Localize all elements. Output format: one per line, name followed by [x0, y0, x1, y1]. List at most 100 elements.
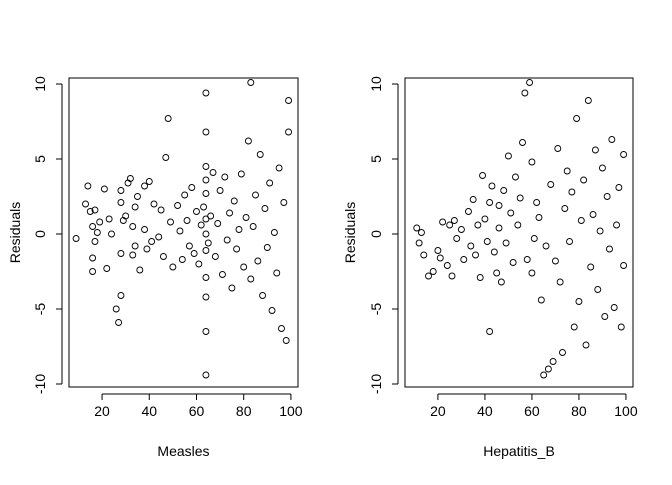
data-point — [507, 209, 515, 217]
data-point — [509, 259, 517, 266]
data-point — [575, 298, 583, 305]
y-tick-label: -5 — [32, 303, 48, 316]
data-point — [453, 235, 461, 242]
data-point — [270, 229, 278, 236]
data-point — [174, 202, 182, 209]
data-point — [446, 221, 454, 229]
data-point — [209, 169, 217, 176]
data-point — [554, 145, 562, 152]
data-point — [221, 173, 229, 181]
data-point — [587, 263, 595, 271]
data-point — [589, 211, 597, 218]
x-tick-label: 60 — [524, 403, 540, 419]
data-point — [216, 187, 224, 194]
data-point — [254, 257, 262, 265]
y-tick-label: -10 — [368, 374, 384, 394]
data-point — [204, 239, 212, 247]
data-point — [573, 115, 581, 122]
data-point — [183, 217, 191, 224]
data-point — [495, 202, 503, 209]
data-point — [476, 274, 484, 281]
data-point — [115, 319, 123, 326]
data-point — [202, 274, 210, 281]
data-point — [162, 154, 170, 161]
y-tick-label: 5 — [368, 155, 384, 163]
data-point — [89, 254, 97, 262]
data-point — [202, 371, 210, 379]
data-point — [519, 139, 526, 146]
data-point — [620, 151, 628, 158]
data-point — [235, 226, 243, 233]
x-tick-label: 80 — [571, 403, 587, 419]
data-point — [486, 199, 494, 206]
data-point — [202, 293, 210, 301]
data-point — [617, 323, 625, 331]
data-point — [129, 223, 137, 230]
data-point — [93, 229, 101, 236]
data-point — [181, 191, 189, 199]
data-point — [566, 238, 573, 245]
data-point — [285, 97, 293, 104]
data-point — [145, 178, 153, 185]
data-point — [504, 152, 512, 160]
data-point — [134, 193, 141, 200]
y-tick-label: 0 — [32, 230, 48, 238]
data-point — [211, 253, 219, 260]
data-point — [535, 214, 543, 221]
data-point — [436, 254, 444, 262]
data-point — [237, 170, 245, 178]
x-axis-title: Measles — [157, 443, 209, 459]
data-point — [594, 286, 602, 293]
data-point — [598, 164, 606, 172]
y-tick-label: 10 — [368, 76, 384, 92]
data-point — [584, 97, 592, 104]
data-point — [610, 304, 618, 311]
data-point — [96, 218, 104, 226]
data-point — [86, 208, 94, 215]
y-tick-label: 5 — [32, 155, 48, 163]
data-point — [256, 151, 264, 158]
data-point — [131, 203, 139, 211]
data-point — [157, 206, 165, 214]
data-point — [91, 238, 99, 245]
data-point — [526, 79, 534, 86]
data-point — [556, 278, 564, 286]
data-point — [425, 272, 432, 280]
data-point — [141, 182, 148, 190]
data-point — [117, 199, 125, 206]
data-point — [268, 307, 276, 314]
data-point — [202, 328, 210, 335]
data-point — [488, 182, 496, 190]
data-point — [202, 89, 210, 97]
data-point — [247, 79, 255, 86]
data-point — [202, 128, 210, 136]
data-point — [542, 242, 550, 250]
data-point — [207, 212, 215, 220]
data-point — [512, 173, 519, 181]
data-point — [415, 239, 423, 247]
data-point — [233, 245, 241, 253]
data-point — [434, 247, 442, 254]
data-point — [606, 245, 613, 253]
data-point — [117, 187, 125, 194]
data-point — [103, 265, 111, 272]
data-point — [159, 253, 167, 260]
data-point — [240, 263, 248, 271]
data-point — [608, 136, 616, 143]
data-point — [469, 196, 477, 203]
data-point — [266, 179, 274, 187]
data-point — [596, 227, 604, 235]
data-point — [528, 269, 536, 277]
data-point — [185, 242, 193, 250]
data-point — [479, 172, 487, 179]
data-point — [474, 221, 482, 229]
data-point — [472, 251, 479, 259]
data-point — [108, 230, 115, 238]
data-point — [223, 236, 231, 244]
data-point — [91, 206, 99, 214]
data-point — [278, 325, 285, 332]
data-point — [244, 137, 252, 145]
y-axis-title: Residuals — [342, 202, 358, 263]
